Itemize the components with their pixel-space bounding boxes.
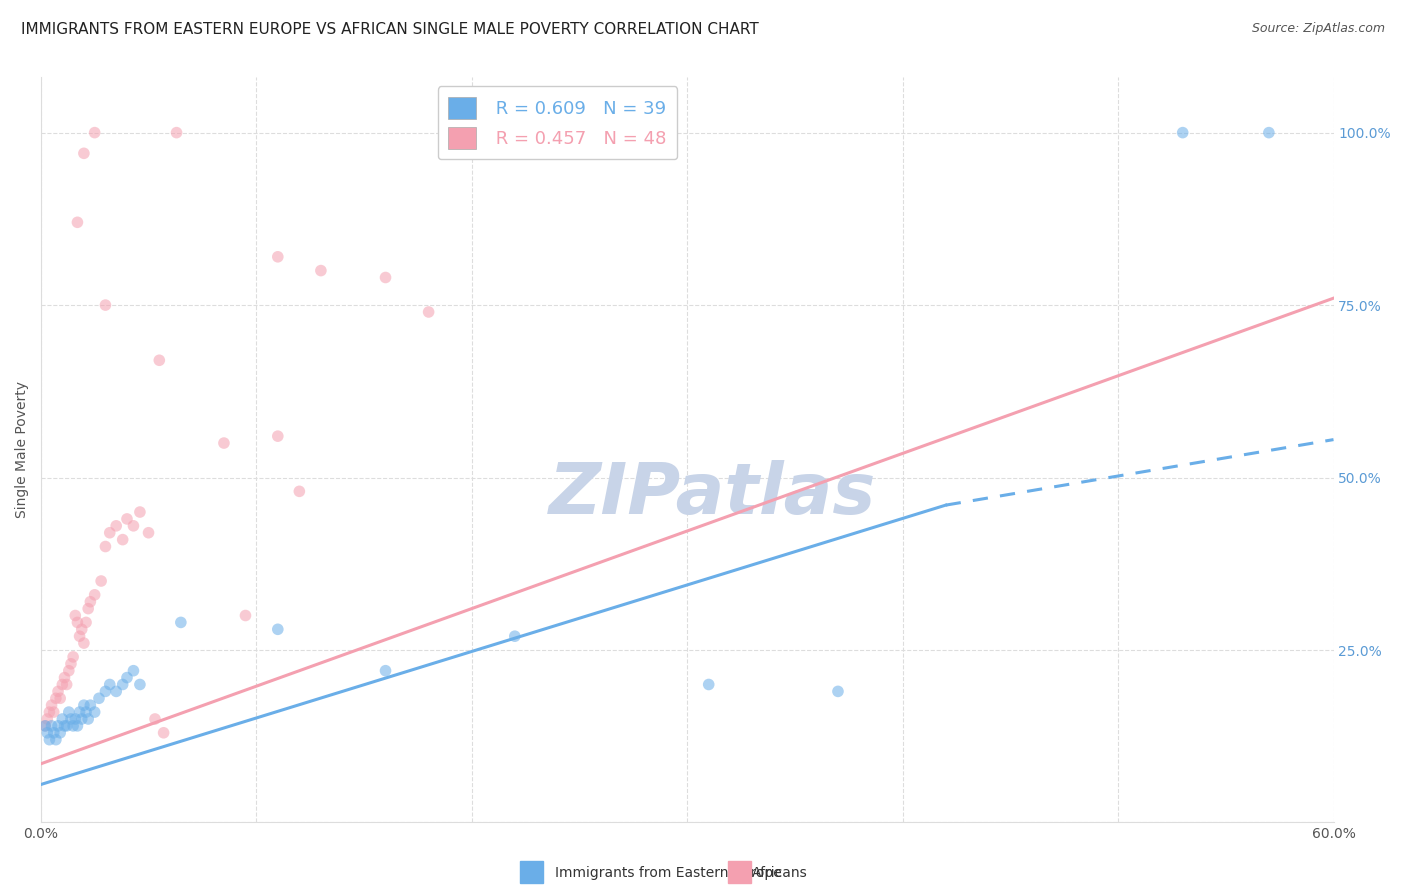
Point: [418, 305, 440, 319]
Point: [98, 677, 121, 691]
Point: [41, 698, 63, 713]
Point: [94, 684, 117, 698]
Point: [77, 712, 100, 726]
Point: [122, 664, 145, 678]
Point: [42, 726, 65, 740]
Point: [38, 705, 60, 719]
Point: [37, 726, 59, 740]
Point: [46, 719, 69, 733]
Point: [58, 705, 80, 719]
Point: [79, 698, 101, 713]
Point: [148, 353, 170, 368]
Point: [105, 684, 128, 698]
Point: [66, 615, 89, 630]
Point: [115, 671, 138, 685]
Point: [1257, 126, 1279, 140]
Y-axis label: Single Male Poverty: Single Male Poverty: [15, 382, 30, 518]
Point: [697, 677, 720, 691]
Point: [37, 712, 59, 726]
Text: IMMIGRANTS FROM EASTERN EUROPE VS AFRICAN SINGLE MALE POVERTY CORRELATION CHART: IMMIGRANTS FROM EASTERN EUROPE VS AFRICA…: [21, 22, 759, 37]
Point: [38, 732, 60, 747]
Point: [98, 525, 121, 540]
Point: [87, 691, 110, 706]
Text: Africans: Africans: [752, 866, 808, 880]
Point: [62, 649, 84, 664]
Point: [70, 622, 93, 636]
Point: [94, 540, 117, 554]
Point: [75, 705, 97, 719]
Point: [212, 436, 235, 450]
Point: [152, 726, 174, 740]
Point: [55, 719, 77, 733]
Point: [170, 615, 193, 630]
Point: [374, 664, 396, 678]
Point: [143, 712, 166, 726]
Point: [129, 677, 152, 691]
Point: [59, 712, 82, 726]
Point: [49, 691, 72, 706]
Legend:  R = 0.609   N = 39,  R = 0.457   N = 48: R = 0.609 N = 39, R = 0.457 N = 48: [437, 87, 678, 160]
Point: [105, 518, 128, 533]
Point: [235, 608, 257, 623]
Point: [75, 615, 97, 630]
Point: [90, 574, 112, 588]
Point: [115, 512, 138, 526]
Point: [69, 705, 91, 719]
Point: [77, 601, 100, 615]
Point: [503, 629, 526, 643]
Point: [66, 215, 89, 229]
Point: [73, 146, 96, 161]
Point: [34, 719, 56, 733]
Point: [53, 671, 76, 685]
Point: [129, 505, 152, 519]
Point: [111, 533, 134, 547]
Point: [58, 664, 80, 678]
Point: [66, 719, 89, 733]
Point: [55, 677, 77, 691]
Point: [51, 712, 73, 726]
Point: [49, 726, 72, 740]
Point: [73, 636, 96, 650]
Point: [65, 712, 87, 726]
Point: [34, 719, 56, 733]
Point: [1171, 126, 1194, 140]
Point: [166, 126, 188, 140]
Point: [309, 263, 332, 277]
Text: Immigrants from Eastern Europe: Immigrants from Eastern Europe: [555, 866, 782, 880]
Point: [41, 719, 63, 733]
Point: [267, 250, 290, 264]
Point: [122, 518, 145, 533]
Point: [267, 622, 290, 636]
Point: [827, 684, 849, 698]
Point: [267, 429, 290, 443]
Text: ZIPatlas: ZIPatlas: [550, 460, 877, 529]
Point: [138, 525, 160, 540]
Point: [45, 691, 67, 706]
Point: [79, 595, 101, 609]
Point: [59, 657, 82, 671]
Point: [70, 712, 93, 726]
Point: [73, 698, 96, 713]
Point: [111, 677, 134, 691]
Point: [62, 719, 84, 733]
Point: [288, 484, 311, 499]
Point: [65, 608, 87, 623]
Point: [374, 270, 396, 285]
Point: [42, 705, 65, 719]
Text: Source: ZipAtlas.com: Source: ZipAtlas.com: [1251, 22, 1385, 36]
Point: [83, 705, 105, 719]
Point: [94, 298, 117, 312]
Point: [83, 588, 105, 602]
Point: [51, 677, 73, 691]
Point: [69, 629, 91, 643]
Point: [46, 684, 69, 698]
Point: [83, 126, 105, 140]
Point: [53, 719, 76, 733]
Point: [45, 732, 67, 747]
